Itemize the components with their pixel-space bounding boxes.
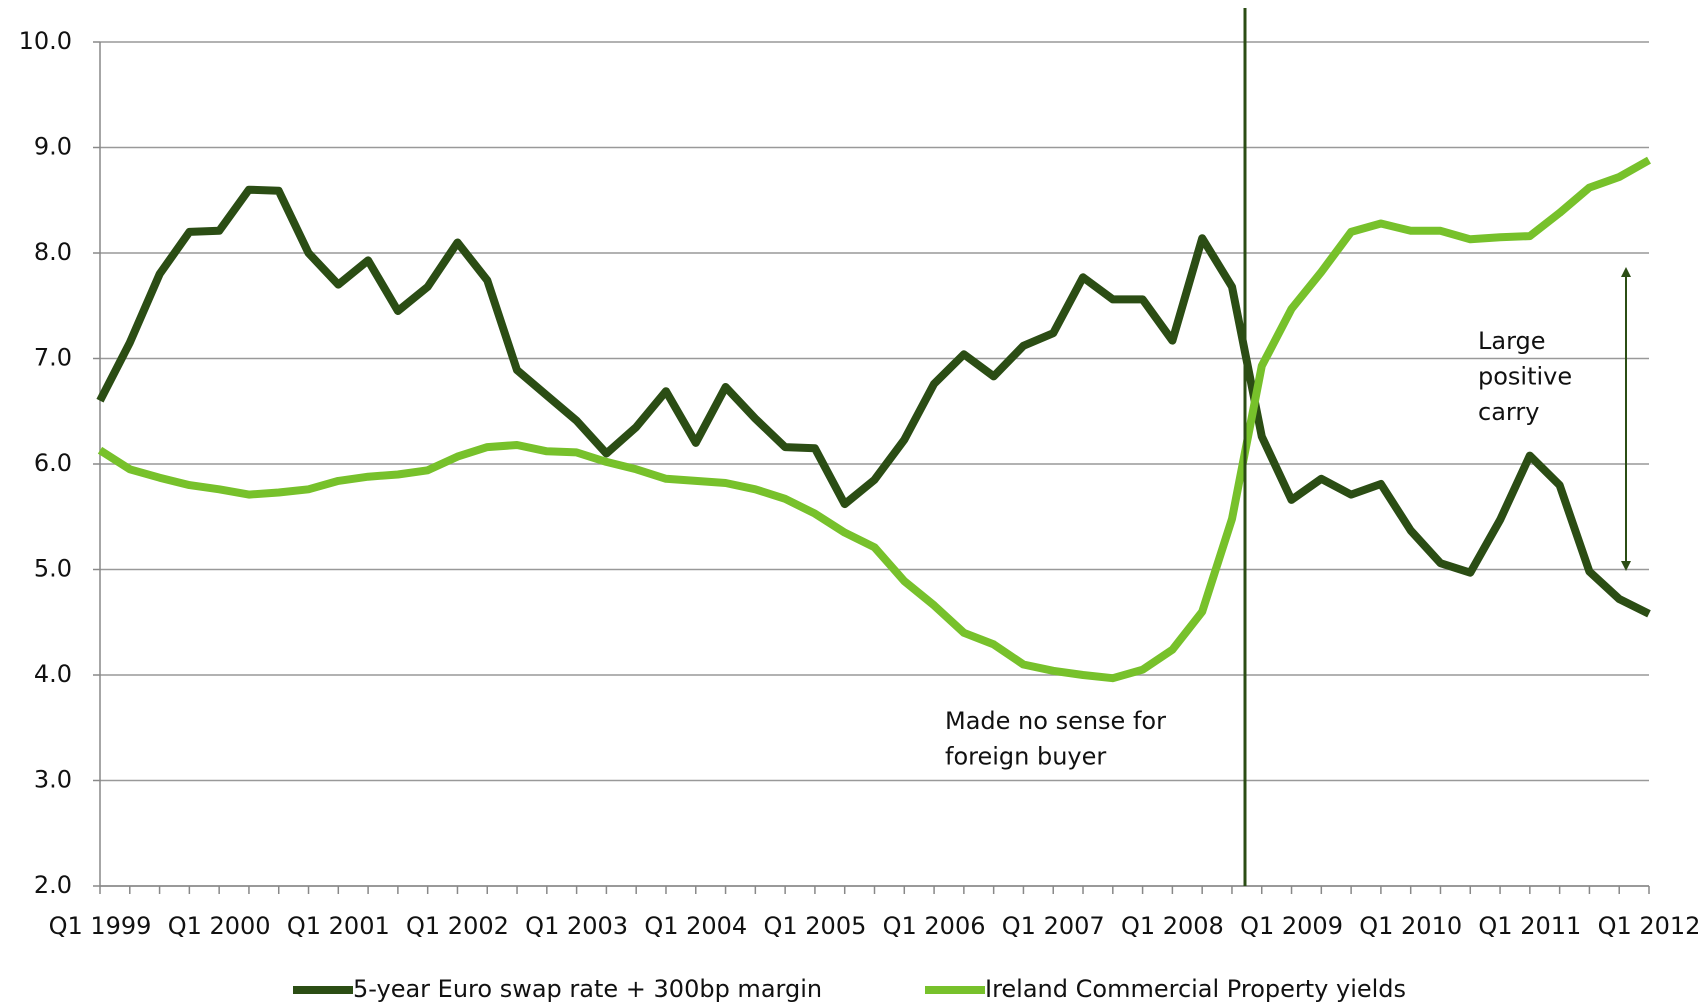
x-tick-label: Q1 1999	[49, 912, 152, 940]
x-tick-label: Q1 2000	[168, 912, 271, 940]
y-tick-label: 4.0	[34, 660, 72, 688]
series-line	[96, 185, 1651, 618]
annotation: carry	[1478, 398, 1539, 426]
x-tick-label: Q1 2012	[1598, 912, 1701, 940]
annotation: foreign buyer	[945, 743, 1106, 771]
legend-label: Ireland Commercial Property yields	[985, 975, 1406, 1003]
y-tick-label: 2.0	[34, 871, 72, 899]
x-tick-label: Q1 2002	[406, 912, 509, 940]
series-lines	[96, 156, 1651, 683]
x-tick-label: Q1 2007	[1002, 912, 1105, 940]
x-tick-label: Q1 2006	[883, 912, 986, 940]
x-tick-label: Q1 2003	[525, 912, 628, 940]
grid	[93, 41, 1650, 894]
y-tick-label: 6.0	[34, 449, 72, 477]
series-line	[97, 156, 1651, 683]
y-tick-label: 8.0	[34, 238, 72, 266]
labels: 2.0 3.0 4.0 5.0 6.0 7.0 8.0 9.0 10.0 Q1 1999 Q1 20…	[19, 27, 1701, 1003]
x-tick-label: Q1 2005	[763, 912, 866, 940]
annotation: Made no sense for	[945, 707, 1166, 735]
y-tick-label: 10.0	[19, 27, 72, 55]
y-tick-label: 9.0	[34, 133, 72, 161]
x-tick-label: Q1 2001	[287, 912, 390, 940]
x-tick-label: Q1 2008	[1121, 912, 1224, 940]
x-tick-label: Q1 2009	[1240, 912, 1343, 940]
y-tick-label: 7.0	[34, 344, 72, 372]
annotation: positive	[1478, 363, 1572, 391]
legend-label: 5-year Euro swap rate + 300bp margin	[353, 975, 822, 1003]
y-tick-label: 5.0	[34, 555, 72, 583]
annotation: Large	[1478, 327, 1546, 355]
x-tick-label: Q1 2010	[1359, 912, 1462, 940]
y-tick-label: 3.0	[34, 766, 72, 794]
x-tick-label: Q1 2004	[644, 912, 747, 940]
x-tick-label: Q1 2011	[1478, 912, 1581, 940]
